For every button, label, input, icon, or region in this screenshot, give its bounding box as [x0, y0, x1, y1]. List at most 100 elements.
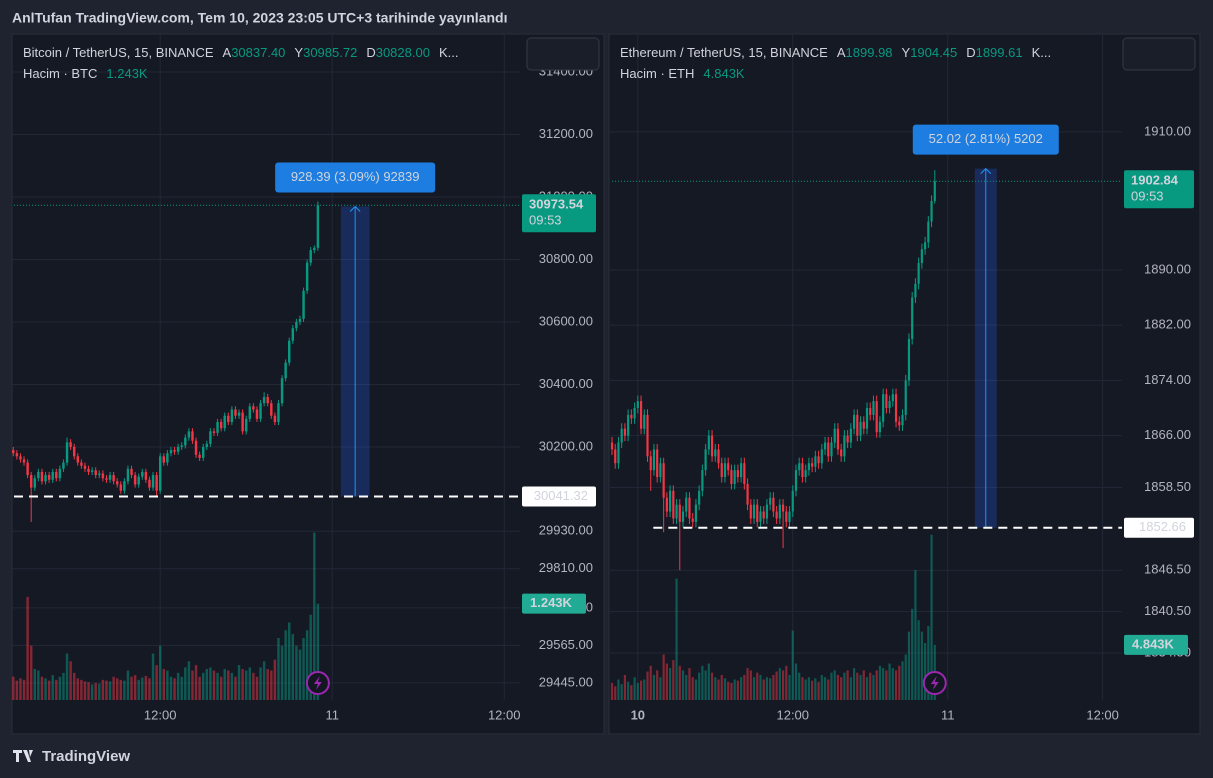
volume-bar: [98, 683, 101, 700]
candle-body: [241, 412, 244, 432]
volume-bar: [94, 682, 97, 700]
volume-bar: [205, 668, 209, 700]
volume-bar: [252, 672, 255, 700]
candle-body: [234, 409, 237, 416]
volume-bar: [743, 674, 746, 700]
volume-bar: [144, 675, 148, 700]
candle-body: [115, 481, 119, 485]
candle-body: [752, 504, 756, 519]
last-price-label: 1902.84: [1131, 173, 1179, 188]
legend-more: K...: [1032, 45, 1052, 60]
volume-bar: [309, 614, 312, 700]
volume-bar: [665, 663, 668, 700]
y-tick-label: 1840.50: [1144, 603, 1191, 618]
candle-body: [212, 431, 216, 433]
candle-body: [665, 497, 668, 512]
last-price-label: 30973.54: [529, 197, 584, 212]
candle-body: [227, 415, 230, 422]
candle-body: [248, 406, 252, 419]
legend-button[interactable]: [526, 37, 600, 71]
candle-body: [907, 338, 911, 381]
legend-key: A: [223, 45, 232, 60]
candle-body: [191, 431, 194, 441]
candle-body: [205, 443, 209, 447]
candle-body: [852, 414, 856, 429]
candle-body: [765, 504, 769, 519]
candle-body: [701, 470, 704, 491]
volume-bar: [791, 630, 794, 700]
candle-body: [804, 470, 807, 478]
candle-body: [672, 490, 675, 519]
candle-body: [836, 428, 840, 450]
x-tick-label: 12:00: [776, 707, 809, 722]
candle-body: [885, 394, 888, 409]
candle-body: [309, 250, 312, 263]
volume-bar: [212, 670, 216, 700]
candle-body: [151, 475, 155, 488]
legend-value: 30828.00: [376, 45, 430, 60]
candle-body: [714, 449, 717, 457]
volume-bar: [746, 668, 749, 700]
volume-bar: [305, 630, 309, 700]
volume-bar: [62, 672, 65, 700]
candle-body: [636, 401, 639, 409]
volume-bar: [166, 670, 169, 700]
volume-bar: [659, 677, 662, 700]
candle-body: [901, 414, 904, 426]
volume-bar: [316, 603, 320, 700]
candle-body: [184, 437, 187, 446]
candle-body: [33, 478, 37, 488]
candle-body: [878, 421, 882, 433]
measure-label: 52.02 (2.81%) 5202: [929, 131, 1043, 146]
volume-bar: [807, 677, 810, 700]
volume-bar: [72, 672, 76, 700]
volume-bar: [194, 665, 198, 700]
legend-key: Y: [294, 45, 303, 60]
candle-body: [108, 475, 112, 480]
volume-bar: [614, 686, 617, 700]
volume-bar: [90, 684, 94, 700]
volume-bar: [259, 667, 262, 700]
marker-label: 1852.66: [1139, 519, 1186, 534]
candle-body: [201, 446, 205, 458]
volume-bar: [277, 637, 280, 700]
candle-body: [894, 394, 898, 422]
candle-body: [917, 263, 920, 284]
volume-bar: [227, 670, 230, 700]
candle-body: [617, 442, 620, 464]
candle-body: [733, 470, 736, 484]
candle-body: [875, 401, 878, 433]
volume-bar: [19, 678, 22, 700]
candle-body: [930, 201, 933, 222]
candle-body: [756, 504, 759, 522]
legend-button[interactable]: [1122, 37, 1196, 71]
volume-bar: [727, 681, 730, 700]
volume-bar: [759, 674, 762, 700]
y-tick-label: 30200.00: [539, 438, 593, 453]
candle-body: [298, 318, 302, 322]
candle-body: [924, 242, 927, 250]
candle-body: [169, 450, 173, 454]
candle-body: [44, 475, 47, 482]
volume-bar: [843, 672, 846, 700]
candle-body: [62, 462, 65, 469]
candle-body: [814, 456, 817, 467]
candle-body: [277, 403, 280, 422]
candle-body: [244, 418, 248, 432]
volume-bar: [772, 674, 775, 700]
volume-bar: [911, 608, 914, 700]
candle-body: [898, 421, 901, 426]
volume-bar: [69, 661, 72, 700]
volume-bar: [51, 675, 54, 700]
volume-bar: [846, 670, 849, 700]
candle-body: [675, 504, 678, 519]
volume-bar: [917, 620, 920, 700]
candle-body: [287, 340, 291, 363]
volume-bar: [736, 680, 739, 700]
candle-body: [846, 435, 849, 443]
y-tick-label: 1910.00: [1144, 123, 1191, 138]
volume-bar: [248, 667, 252, 700]
x-tick-label: 10: [631, 707, 645, 722]
